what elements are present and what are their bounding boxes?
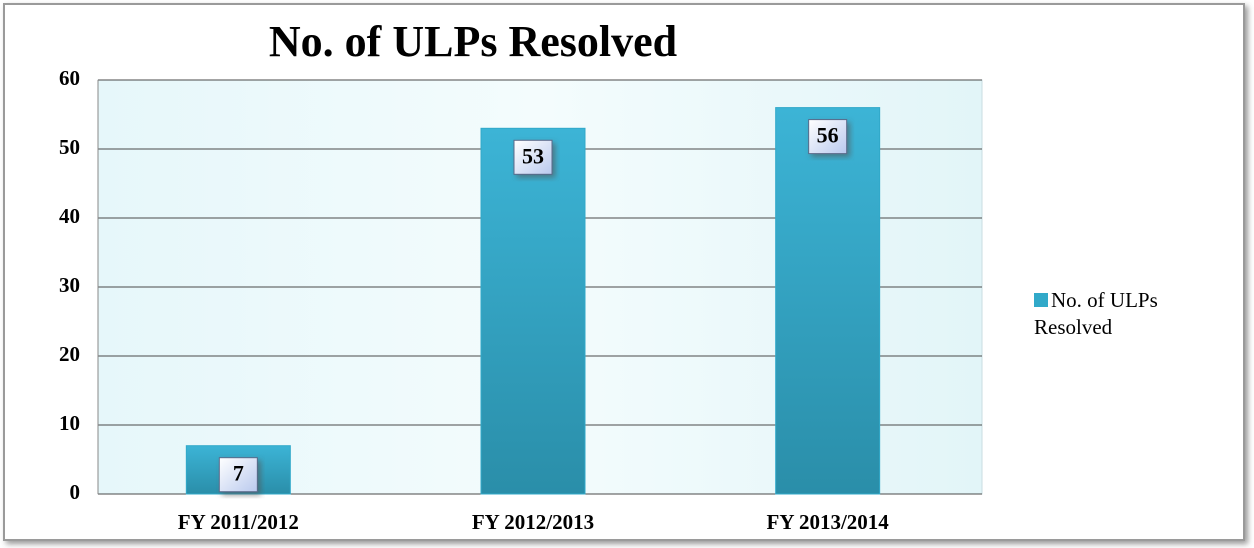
y-tick-label: 50 (59, 135, 80, 159)
y-tick-label: 60 (59, 66, 80, 90)
x-tick-label: FY 2011/2012 (178, 510, 299, 534)
data-label-box (513, 139, 553, 175)
data-label: 56 (817, 123, 839, 148)
data-label-box (808, 119, 848, 155)
data-label-box (218, 457, 258, 493)
y-tick-label: 20 (59, 342, 80, 366)
y-tick-label: 10 (59, 411, 80, 435)
y-tick-label: 40 (59, 204, 80, 228)
bar (480, 127, 586, 495)
legend-swatch (1034, 293, 1048, 307)
y-tick-label: 0 (70, 480, 81, 504)
data-label: 53 (522, 143, 544, 168)
x-tick-label: FY 2012/2013 (472, 510, 594, 534)
y-tick-label: 30 (59, 273, 80, 297)
x-tick-label: FY 2013/2014 (767, 510, 890, 534)
data-label: 7 (233, 461, 244, 486)
bar (775, 107, 881, 495)
legend: No. of ULPs Resolved (1034, 287, 1204, 341)
legend-label: No. of ULPs Resolved (1034, 288, 1158, 339)
chart-title: No. of ULPs Resolved (269, 17, 677, 66)
